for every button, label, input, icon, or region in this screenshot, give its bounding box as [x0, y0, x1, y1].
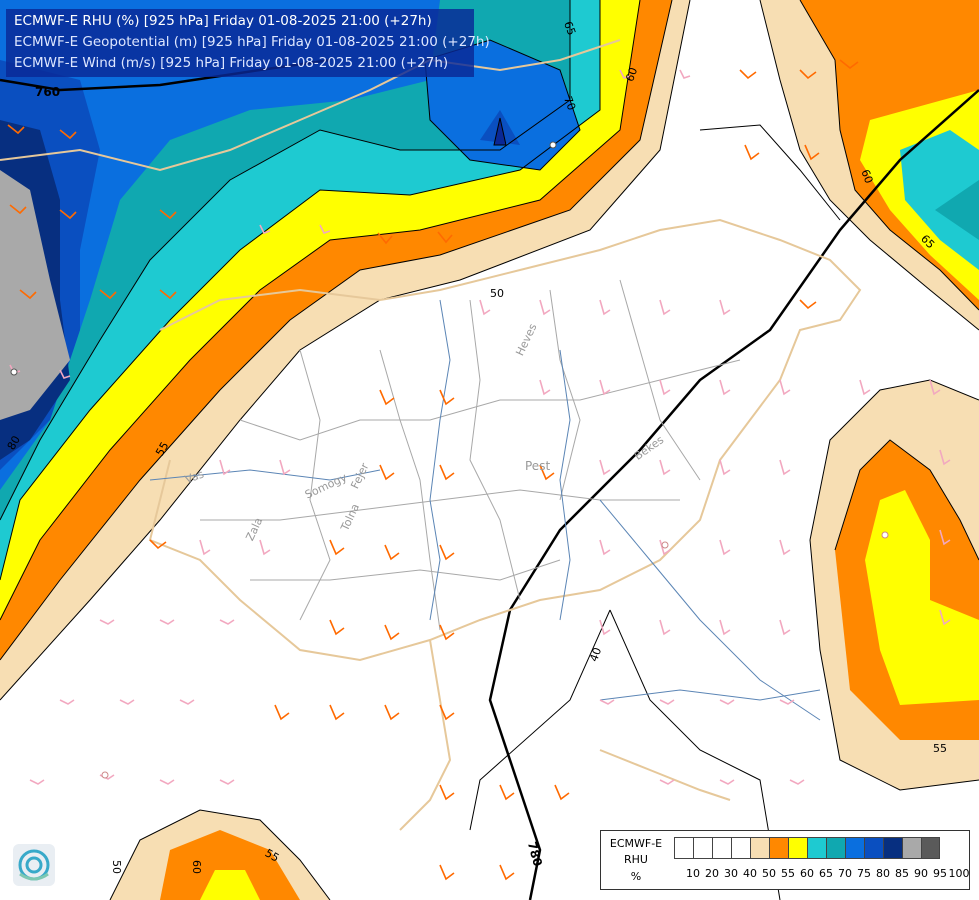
- rhu-label-8: 55: [933, 742, 947, 755]
- legend-swatch: [807, 837, 826, 859]
- legend-tick-label: 90: [914, 867, 928, 880]
- wind-barbs: [7, 59, 951, 881]
- legend-tick-label: 75: [857, 867, 871, 880]
- rhu-label-11: 50: [110, 860, 123, 874]
- rhu-label-9: 60: [190, 860, 203, 874]
- rhu-label-12: 80: [5, 434, 23, 453]
- legend-swatch: [921, 837, 940, 859]
- legend-title-line1: ECMWF-E: [609, 837, 663, 850]
- region-label-vas: Vas: [183, 467, 206, 486]
- ecmwf-logo-icon: [13, 844, 55, 886]
- legend-tick-label: 65: [819, 867, 833, 880]
- legend-swatch: [769, 837, 788, 859]
- marker-dot: [881, 531, 889, 539]
- title-box: ECMWF-E RHU (%) [925 hPa] Friday 01-08-2…: [6, 9, 490, 77]
- legend-tick-label: 100: [948, 867, 970, 880]
- marker-dot: [10, 368, 18, 376]
- region-label-tolna: Tolna: [338, 502, 362, 534]
- legend-tick-label: 80: [876, 867, 890, 880]
- rhu-ne-70: [900, 130, 979, 270]
- rhu-label-7: 40: [587, 646, 604, 664]
- rhu-label-2: 60: [623, 66, 640, 84]
- legend-tick-label: 95: [933, 867, 947, 880]
- region-label-somogy: Somogy: [303, 471, 349, 502]
- legend-swatch: [750, 837, 769, 859]
- legend-swatch: [864, 837, 883, 859]
- title-wind: ECMWF-E Wind (m/s) [925 hPa] Friday 01-0…: [14, 55, 449, 71]
- legend-swatch: [693, 837, 712, 859]
- legend-swatch: [674, 837, 693, 859]
- marker-dot: [101, 771, 109, 779]
- geopotential-label-760: 760: [35, 85, 60, 99]
- legend-tick-label: 50: [762, 867, 776, 880]
- rhu-s-60: [160, 830, 300, 900]
- rhu-label-6: 55: [153, 440, 171, 459]
- rhu-label-5: 50: [490, 287, 504, 300]
- legend-tick-label: 30: [724, 867, 738, 880]
- legend-tick-label: 60: [800, 867, 814, 880]
- rhu-label-0: 65: [561, 20, 578, 38]
- legend-swatch: [883, 837, 902, 859]
- legend-title-line2: RHU: [624, 853, 648, 866]
- rhu-label-4: 60: [858, 168, 875, 186]
- rhu-label-1: 70: [561, 95, 578, 113]
- legend-swatch: [788, 837, 807, 859]
- marker-dot: [661, 541, 669, 549]
- rhu-ne-75: [935, 180, 979, 240]
- legend-tick-label: 85: [895, 867, 909, 880]
- title-rhu: ECMWF-E RHU (%) [925 hPa] Friday 01-08-2…: [14, 13, 432, 29]
- title-geopotential: ECMWF-E Geopotential (m) [925 hPa] Frida…: [14, 34, 490, 50]
- rhu-label-10: 55: [263, 846, 282, 864]
- legend-swatch: [731, 837, 750, 859]
- markers: [10, 117, 889, 779]
- legend-tick-label: 70: [838, 867, 852, 880]
- region-label-pest: Pest: [525, 459, 550, 473]
- triangle-marker-icon: [493, 117, 507, 146]
- region-label-heves: Heves: [513, 321, 539, 358]
- rivers: [149, 299, 821, 721]
- rhu-s-65: [200, 870, 260, 900]
- legend-swatch: [826, 837, 845, 859]
- region-label-fejer: Fejer: [348, 461, 371, 491]
- geopotential-label-780: 780: [525, 840, 545, 868]
- marker-dot: [549, 141, 557, 149]
- rhu-se-65: [865, 490, 979, 705]
- legend-swatch: [902, 837, 921, 859]
- legend-tick-label: 55: [781, 867, 795, 880]
- rhu-80-band: [0, 0, 440, 490]
- legend-swatch: [712, 837, 731, 859]
- rhu-legend: ECMWF-E RHU % 10 20 30 40 50 55 60 65 70 75 80 85 90…: [600, 830, 970, 890]
- rhu-95-band: [0, 170, 70, 420]
- legend-tick-label: 10: [686, 867, 700, 880]
- legend-swatch: [845, 837, 864, 859]
- legend-title-line3: %: [630, 870, 642, 883]
- legend-tick-label: 40: [743, 867, 757, 880]
- legend-swatches: [674, 837, 940, 859]
- legend-tick-label: 20: [705, 867, 719, 880]
